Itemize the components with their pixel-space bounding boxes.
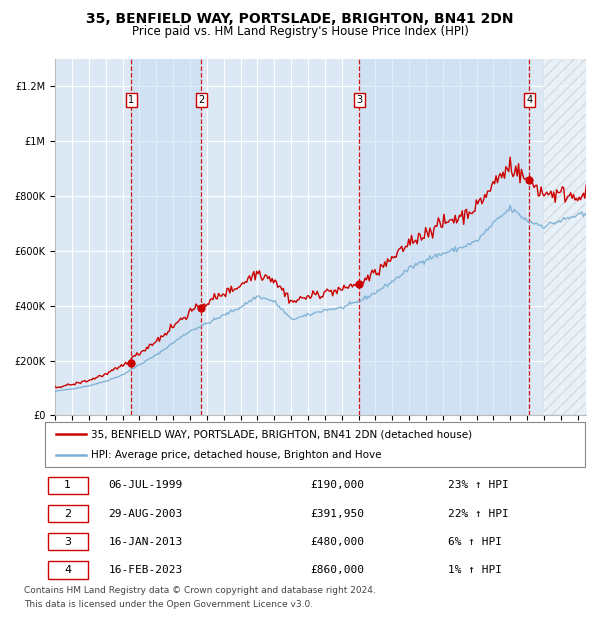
FancyBboxPatch shape xyxy=(48,561,88,578)
Text: 16-FEB-2023: 16-FEB-2023 xyxy=(109,565,183,575)
Text: £480,000: £480,000 xyxy=(310,537,364,547)
Text: 6% ↑ HPI: 6% ↑ HPI xyxy=(448,537,502,547)
Text: 23% ↑ HPI: 23% ↑ HPI xyxy=(448,480,509,490)
Text: 06-JUL-1999: 06-JUL-1999 xyxy=(109,480,183,490)
Bar xyxy=(131,59,201,415)
Text: 29-AUG-2003: 29-AUG-2003 xyxy=(109,508,183,518)
Text: 1: 1 xyxy=(64,480,71,490)
Text: 1% ↑ HPI: 1% ↑ HPI xyxy=(448,565,502,575)
Text: This data is licensed under the Open Government Licence v3.0.: This data is licensed under the Open Gov… xyxy=(24,600,313,609)
Text: 2: 2 xyxy=(64,508,71,518)
Bar xyxy=(544,59,586,415)
Text: 35, BENFIELD WAY, PORTSLADE, BRIGHTON, BN41 2DN: 35, BENFIELD WAY, PORTSLADE, BRIGHTON, B… xyxy=(86,12,514,27)
Text: 35, BENFIELD WAY, PORTSLADE, BRIGHTON, BN41 2DN (detached house): 35, BENFIELD WAY, PORTSLADE, BRIGHTON, B… xyxy=(91,429,472,440)
FancyBboxPatch shape xyxy=(45,422,585,467)
Text: Price paid vs. HM Land Registry's House Price Index (HPI): Price paid vs. HM Land Registry's House … xyxy=(131,25,469,38)
Text: £391,950: £391,950 xyxy=(310,508,364,518)
Text: Contains HM Land Registry data © Crown copyright and database right 2024.: Contains HM Land Registry data © Crown c… xyxy=(24,586,376,595)
Text: £860,000: £860,000 xyxy=(310,565,364,575)
FancyBboxPatch shape xyxy=(48,505,88,522)
Text: 16-JAN-2013: 16-JAN-2013 xyxy=(109,537,183,547)
Text: 3: 3 xyxy=(356,95,362,105)
Text: 4: 4 xyxy=(526,95,532,105)
Text: £190,000: £190,000 xyxy=(310,480,364,490)
Bar xyxy=(544,59,586,415)
Text: 1: 1 xyxy=(128,95,134,105)
FancyBboxPatch shape xyxy=(48,477,88,494)
Text: 2: 2 xyxy=(198,95,205,105)
Text: 22% ↑ HPI: 22% ↑ HPI xyxy=(448,508,509,518)
Text: 4: 4 xyxy=(64,565,71,575)
FancyBboxPatch shape xyxy=(48,533,88,551)
Bar xyxy=(359,59,529,415)
Text: 3: 3 xyxy=(64,537,71,547)
Text: HPI: Average price, detached house, Brighton and Hove: HPI: Average price, detached house, Brig… xyxy=(91,450,382,460)
